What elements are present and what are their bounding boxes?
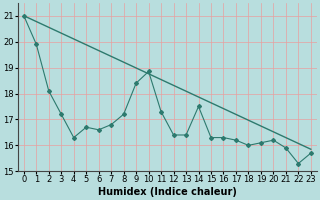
X-axis label: Humidex (Indice chaleur): Humidex (Indice chaleur) [98, 187, 237, 197]
